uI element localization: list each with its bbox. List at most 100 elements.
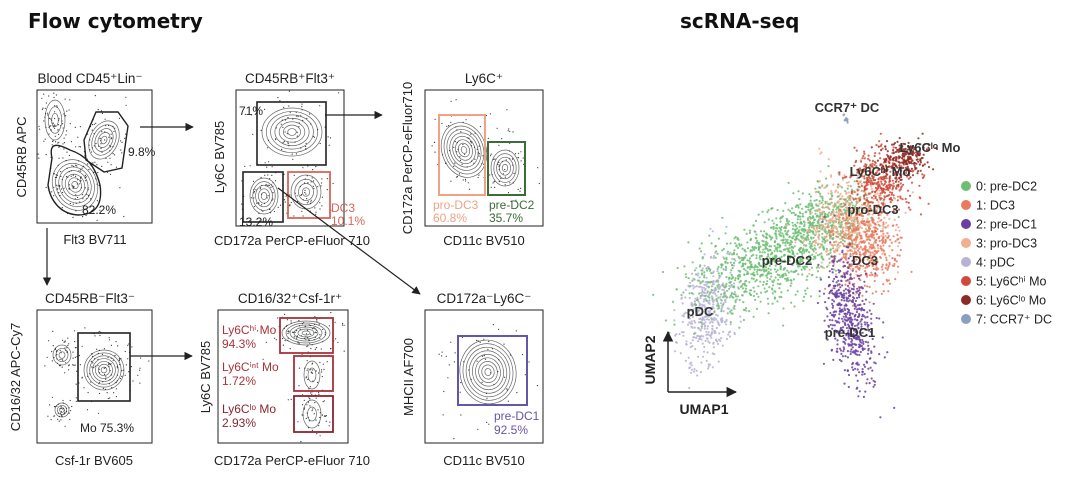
event-dot <box>515 330 517 332</box>
umap-cell <box>766 256 769 259</box>
event-dot <box>72 185 74 187</box>
umap-cell <box>861 331 864 334</box>
umap-cell <box>858 251 861 254</box>
umap-cell <box>875 165 878 168</box>
contour-ring <box>55 347 69 363</box>
umap-cell <box>793 305 796 308</box>
umap-cell <box>893 406 896 409</box>
umap-cell <box>747 266 750 269</box>
umap-cell <box>878 172 881 175</box>
umap-cell <box>819 170 822 173</box>
umap-cell <box>845 304 848 307</box>
event-dot <box>69 99 71 101</box>
event-dot <box>306 404 308 406</box>
umap-cell <box>870 185 873 188</box>
event-dot <box>470 160 473 162</box>
umap-cell <box>745 290 748 293</box>
event-dot <box>302 414 304 416</box>
umap-cell <box>681 331 684 334</box>
event-dot <box>244 113 246 115</box>
event-dot <box>58 420 60 422</box>
event-dot <box>48 133 50 135</box>
umap-cell <box>762 280 765 284</box>
event-dot <box>95 122 97 124</box>
umap-cell <box>829 251 832 254</box>
umap-cell <box>908 171 911 175</box>
umap-cell <box>779 276 782 279</box>
event-dot <box>317 186 319 188</box>
umap-cell <box>858 247 861 250</box>
umap-cell <box>798 225 801 228</box>
umap-cell <box>856 235 859 238</box>
umap-cell <box>866 196 869 199</box>
umap-cell <box>899 197 902 200</box>
event-dot <box>53 356 55 359</box>
umap-cell <box>773 249 776 253</box>
event-dot <box>69 123 71 125</box>
umap-cell <box>798 256 801 259</box>
umap-cell <box>805 250 808 253</box>
contour-ring <box>97 132 111 148</box>
umap-cell <box>907 189 910 192</box>
umap-cell <box>748 259 751 262</box>
umap-cell <box>835 275 838 279</box>
event-dot <box>316 319 318 321</box>
umap-cell <box>893 262 896 266</box>
umap-cell <box>902 142 905 145</box>
umap-cell <box>763 251 767 254</box>
umap-cell <box>915 151 918 154</box>
umap-cell <box>833 287 836 290</box>
umap-cell <box>862 264 865 268</box>
event-dot <box>303 407 305 409</box>
umap-cell <box>809 212 812 215</box>
umap-cell <box>724 298 727 301</box>
umap-cell <box>825 177 828 180</box>
umap-cell <box>755 241 758 244</box>
umap-cell <box>851 212 854 215</box>
umap-cell <box>880 143 883 146</box>
event-dot <box>316 433 318 435</box>
event-dot <box>91 353 93 355</box>
umap-cell <box>892 207 896 211</box>
umap-cell <box>883 252 887 256</box>
event-dot <box>118 360 120 362</box>
umap-cell <box>851 326 854 329</box>
umap-cell <box>878 196 881 199</box>
event-dot <box>312 408 314 410</box>
umap-cell <box>748 257 752 260</box>
umap-cell <box>885 259 888 262</box>
umap-cell <box>819 276 822 279</box>
umap-cell <box>869 201 872 204</box>
event-dot <box>288 90 290 92</box>
umap-cell <box>912 169 915 172</box>
umap-cell <box>875 266 878 269</box>
umap-cell <box>914 154 918 157</box>
umap-cell <box>717 360 720 363</box>
umap-cell <box>877 223 880 226</box>
event-dot <box>481 355 484 357</box>
event-dot <box>101 165 103 167</box>
umap-cell <box>808 268 811 271</box>
umap-cell <box>715 318 718 321</box>
umap-cell <box>837 295 841 298</box>
event-dot <box>267 139 270 141</box>
umap-cell <box>874 239 877 242</box>
umap-cell <box>734 279 737 282</box>
event-dot <box>74 330 76 332</box>
umap-cell <box>780 239 783 242</box>
umap-cell <box>701 257 704 260</box>
umap-cell <box>802 247 805 250</box>
event-dot <box>51 119 53 121</box>
umap-cell <box>838 292 841 295</box>
event-dot <box>65 176 68 178</box>
umap-cell <box>853 146 856 149</box>
umap-cell <box>888 161 891 165</box>
event-dot <box>308 388 310 390</box>
umap-cell <box>827 222 830 225</box>
umap-cell <box>794 205 798 209</box>
event-dot <box>108 383 110 385</box>
umap-cell <box>708 334 711 337</box>
umap-cell <box>718 323 721 327</box>
umap-cell <box>680 296 683 299</box>
umap-cell <box>848 343 852 346</box>
